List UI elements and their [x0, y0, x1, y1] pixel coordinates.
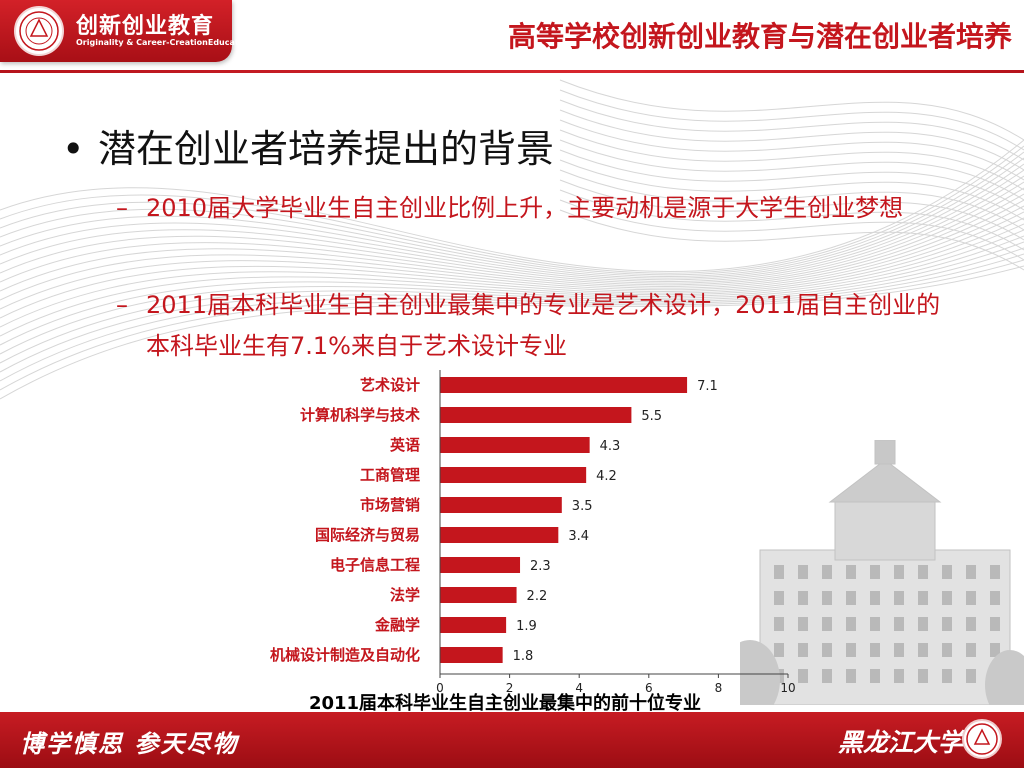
chart-value-label: 4.2: [596, 469, 617, 484]
chart-category-label: 金融学: [374, 616, 420, 634]
chart-bar: [440, 557, 521, 573]
chart-bar: [440, 377, 688, 393]
chart-category-label: 国际经济与贸易: [315, 526, 420, 544]
chart-x-tick-label: 6: [645, 681, 653, 695]
university-seal-icon: [14, 6, 64, 56]
chart-category-label: 艺术设计: [360, 376, 420, 394]
footer-motto: 博学慎思 参天尽物: [20, 729, 239, 758]
chart-bar: [440, 497, 562, 513]
chart-value-label: 5.5: [641, 409, 662, 424]
chart-x-tick-label: 8: [715, 681, 723, 695]
chart-category-label: 市场营销: [360, 496, 420, 514]
chart-value-label: 1.9: [516, 619, 537, 634]
chart-bar: [440, 587, 517, 603]
campus-building-illustration: [740, 440, 1024, 705]
logo-block: 创新创业教育 Originality & Career-CreationEduc…: [0, 0, 253, 62]
chart-bar: [440, 437, 590, 453]
main-heading: • 潜在创业者培养提出的背景: [62, 118, 554, 173]
sub-bullet-dash: –: [116, 194, 128, 222]
logo-subtitle: Originality & Career-CreationEducation: [76, 38, 253, 47]
footer-bar: [0, 712, 1024, 768]
chart-title: 2011届本科毕业生自主创业最集中的前十位专业: [308, 693, 702, 714]
chart-bar: [440, 617, 507, 633]
chart-category-label: 法学: [390, 586, 420, 604]
chart-category-label: 工商管理: [360, 466, 420, 484]
footer-university-name: 黑龙江大学: [838, 728, 964, 757]
chart-bar: [440, 527, 559, 543]
chart-value-label: 2.2: [527, 589, 548, 604]
chart-category-label: 电子信息工程: [330, 556, 420, 574]
sub-bullet-2: – 2011届本科毕业生自主创业最集中的专业是艺术设计，2011届自主创业的本科…: [116, 285, 956, 367]
page-title: 高等学校创新创业教育与潜在创业者培养: [507, 20, 1012, 53]
chart-x-tick-label: 2: [506, 681, 514, 695]
bar-chart: 艺术设计 7.1 计算机科学与技术 5.5 英语 4.3 工商管理 4.2 市场营销 3.5 国际经…: [270, 370, 796, 695]
chart-x-tick-label: 0: [436, 681, 444, 695]
background-wave-lines: [0, 79, 1024, 400]
sub-bullet-dash: –: [116, 291, 128, 319]
chart-value-label: 7.1: [697, 379, 718, 394]
header-divider: [0, 70, 1024, 73]
university-seal-icon: [962, 719, 1002, 759]
chart-value-label: 2.3: [530, 559, 551, 574]
chart-bar: [440, 647, 503, 663]
chart-category-label: 计算机科学与技术: [300, 406, 420, 424]
chart-category-label: 机械设计制造及自动化: [270, 646, 420, 664]
sub-bullet-text: 2011届本科毕业生自主创业最集中的专业是艺术设计，2011届自主创业的本科毕业…: [146, 291, 941, 360]
chart-bar: [440, 467, 587, 483]
chart-x-tick-label: 4: [575, 681, 583, 695]
chart-value-label: 3.5: [572, 499, 593, 514]
logo-title: 创新创业教育: [76, 14, 215, 39]
chart-value-label: 4.3: [600, 439, 621, 454]
chart-value-label: 1.8: [513, 649, 534, 664]
sub-bullet-text: 2010届大学毕业生自主创业比例上升，主要动机是源于大学生创业梦想: [146, 194, 904, 222]
chart-x-tick-label: 10: [780, 681, 795, 695]
chart-value-label: 3.4: [568, 529, 589, 544]
main-heading-text: 潜在创业者培养提出的背景: [98, 127, 555, 171]
bullet-dot: •: [62, 127, 85, 171]
chart-bar: [440, 407, 632, 423]
chart-category-label: 英语: [390, 436, 420, 454]
sub-bullet-1: – 2010届大学毕业生自主创业比例上升，主要动机是源于大学生创业梦想: [116, 188, 956, 229]
